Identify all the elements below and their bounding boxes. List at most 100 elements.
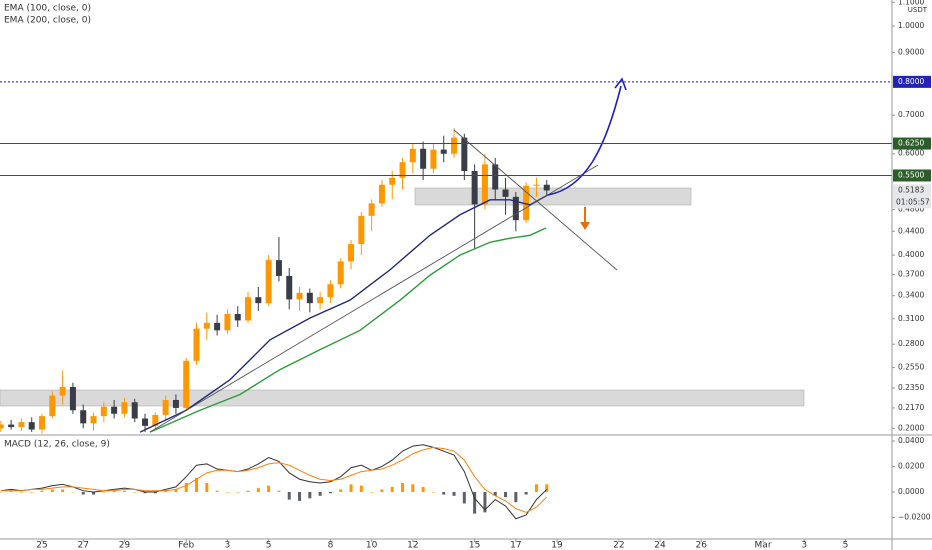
histogram-bar [50, 489, 54, 492]
histogram-bar [534, 484, 538, 492]
candle-body [234, 313, 241, 321]
candle-body [162, 399, 169, 415]
y-tick-label: 0.2550 [898, 363, 924, 372]
histogram-bar [431, 491, 435, 493]
x-tick-label: 25 [36, 541, 47, 550]
indicator-title: MACD (12, 26, close, 9) [4, 440, 110, 450]
y-tick-label: 0.0200 [898, 461, 924, 470]
candle-body [451, 137, 458, 154]
histogram-bar [411, 484, 415, 492]
histogram-bar [30, 491, 34, 493]
histogram-bar [339, 489, 343, 492]
countdown-label: 01:05:57 [896, 197, 930, 206]
x-tick-label: 12 [407, 541, 418, 550]
candle-body [193, 328, 200, 361]
candle-body [471, 170, 478, 205]
y-tick-label: 1.0000 [898, 21, 924, 30]
histogram-bar [349, 484, 353, 492]
last-price-tag [893, 184, 931, 209]
histogram-bar [359, 485, 363, 492]
y-tick-label: 0.7000 [898, 110, 924, 119]
candle-body [80, 410, 87, 424]
candle-body [306, 292, 313, 304]
candle-body [59, 386, 66, 396]
x-tick-label: Mar [755, 541, 772, 550]
x-tick-label: 8 [328, 541, 334, 550]
x-tick-label: 19 [551, 541, 563, 550]
histogram-bar [133, 491, 137, 493]
zone [414, 187, 692, 206]
candle-body [111, 406, 118, 414]
histogram-bar [112, 490, 116, 492]
x-tick-label: 22 [613, 541, 624, 550]
arrow-head [614, 77, 627, 91]
candle-body [399, 162, 406, 178]
candle-body [358, 215, 365, 245]
histogram-bar [308, 491, 312, 499]
histogram-bar [61, 489, 65, 492]
trendline [453, 129, 618, 271]
candle-body [28, 422, 35, 430]
histogram-bar [267, 485, 271, 492]
x-tick-label: 24 [654, 541, 666, 550]
histogram-bar [205, 483, 209, 492]
candle-body [481, 164, 488, 205]
macd-line [0, 444, 548, 520]
level-tag [893, 75, 931, 88]
histogram-bar [380, 489, 384, 492]
candle-body [39, 416, 46, 430]
level-tag-label: 0.5500 [898, 170, 924, 179]
histogram-bar [19, 491, 23, 493]
y-tick-label: 0.3100 [898, 314, 924, 323]
histogram-bar [71, 491, 75, 493]
candle-body [378, 184, 385, 204]
y-tick-label: 0.2170 [898, 403, 924, 412]
candle-body [389, 177, 396, 185]
histogram-bar [92, 491, 96, 495]
candle-body [317, 297, 324, 304]
candle-body [214, 322, 221, 331]
candle-body [203, 322, 210, 329]
histogram-bar [40, 490, 44, 492]
candle-body [461, 137, 468, 171]
candle-body [152, 414, 159, 426]
macd-pane [0, 444, 549, 520]
x-tick-label: 27 [77, 541, 88, 550]
candle-body [512, 196, 519, 221]
y-tick-label: 0.0400 [898, 436, 924, 445]
x-tick-label: 5 [266, 541, 272, 550]
x-tick-label: 26 [696, 541, 708, 550]
histogram-bar [483, 491, 487, 513]
candle-body [543, 184, 550, 191]
histogram-bar [370, 491, 374, 493]
candle-body [409, 148, 416, 163]
histogram-bar [390, 486, 394, 492]
level-tag [893, 137, 931, 150]
candle-body [69, 386, 76, 411]
candle-body [131, 402, 138, 419]
drawings [0, 77, 892, 433]
candle-body [255, 297, 262, 304]
candle-body [172, 399, 179, 408]
histogram-bar [545, 484, 549, 492]
y-tick-label: 0.4000 [898, 250, 924, 259]
candle-body [224, 313, 231, 331]
x-tick-label: 15 [469, 541, 480, 550]
histogram-bar [256, 488, 260, 492]
x-tick-label: 5 [843, 541, 849, 550]
histogram-bar [401, 483, 405, 492]
histogram-bar [164, 490, 168, 492]
histogram-bar [287, 491, 291, 500]
histogram-bar [473, 491, 477, 514]
x-tick-label: 10 [366, 541, 378, 550]
histogram-bar [9, 490, 13, 492]
candle-body [348, 244, 355, 262]
y-tick-label: 0.2800 [898, 339, 924, 348]
last-price-label: 0.5183 [898, 185, 924, 194]
candle-body [142, 418, 149, 426]
candle-body [245, 297, 252, 321]
candle-body [492, 164, 499, 190]
histogram-bar [442, 491, 446, 495]
